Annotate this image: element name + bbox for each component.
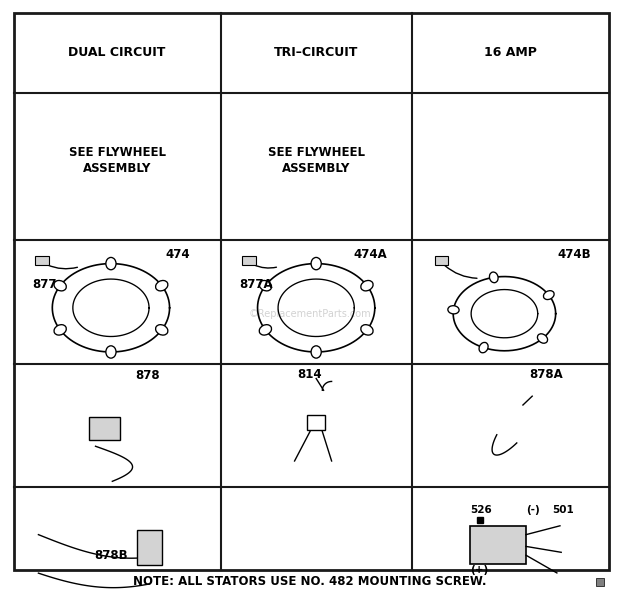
Ellipse shape <box>54 281 66 291</box>
Ellipse shape <box>54 324 66 335</box>
Text: SEE FLYWHEEL
ASSEMBLY: SEE FLYWHEEL ASSEMBLY <box>69 146 166 175</box>
Ellipse shape <box>448 305 459 314</box>
Ellipse shape <box>479 342 488 353</box>
Ellipse shape <box>361 324 373 335</box>
Bar <box>435 256 448 265</box>
Ellipse shape <box>156 281 168 291</box>
Text: 474: 474 <box>165 248 190 261</box>
Ellipse shape <box>489 272 498 283</box>
Text: 474B: 474B <box>557 248 591 261</box>
Ellipse shape <box>544 291 554 300</box>
Bar <box>35 256 49 265</box>
Text: 474A: 474A <box>353 248 387 261</box>
Bar <box>242 256 255 265</box>
Text: (+): (+) <box>471 565 489 575</box>
Text: 878B: 878B <box>94 549 128 562</box>
Text: ©ReplacementParts.com: ©ReplacementParts.com <box>249 308 371 318</box>
Ellipse shape <box>106 346 116 358</box>
Text: 814: 814 <box>298 368 322 381</box>
Text: 16 AMP: 16 AMP <box>484 46 537 59</box>
Text: 526: 526 <box>471 505 492 515</box>
Bar <box>307 415 326 430</box>
Text: DUAL CIRCUIT: DUAL CIRCUIT <box>68 46 166 59</box>
Ellipse shape <box>259 281 272 291</box>
Ellipse shape <box>538 334 547 343</box>
Ellipse shape <box>156 324 168 335</box>
Bar <box>137 530 162 565</box>
Ellipse shape <box>311 258 321 270</box>
Bar <box>471 526 526 564</box>
Text: 878: 878 <box>136 369 160 382</box>
Ellipse shape <box>259 324 272 335</box>
Ellipse shape <box>361 281 373 291</box>
Text: 501: 501 <box>552 505 574 515</box>
Bar <box>89 417 120 440</box>
Ellipse shape <box>106 258 116 270</box>
Text: 878A: 878A <box>529 368 563 381</box>
Text: NOTE: ALL STATORS USE NO. 482 MOUNTING SCREW.: NOTE: ALL STATORS USE NO. 482 MOUNTING S… <box>133 575 487 588</box>
Text: 877: 877 <box>32 278 57 291</box>
Text: TRI–CIRCUIT: TRI–CIRCUIT <box>274 46 358 59</box>
Text: SEE FLYWHEEL
ASSEMBLY: SEE FLYWHEEL ASSEMBLY <box>268 146 365 175</box>
Text: (-): (-) <box>526 505 540 515</box>
Ellipse shape <box>311 346 321 358</box>
Text: 877A: 877A <box>239 278 273 291</box>
